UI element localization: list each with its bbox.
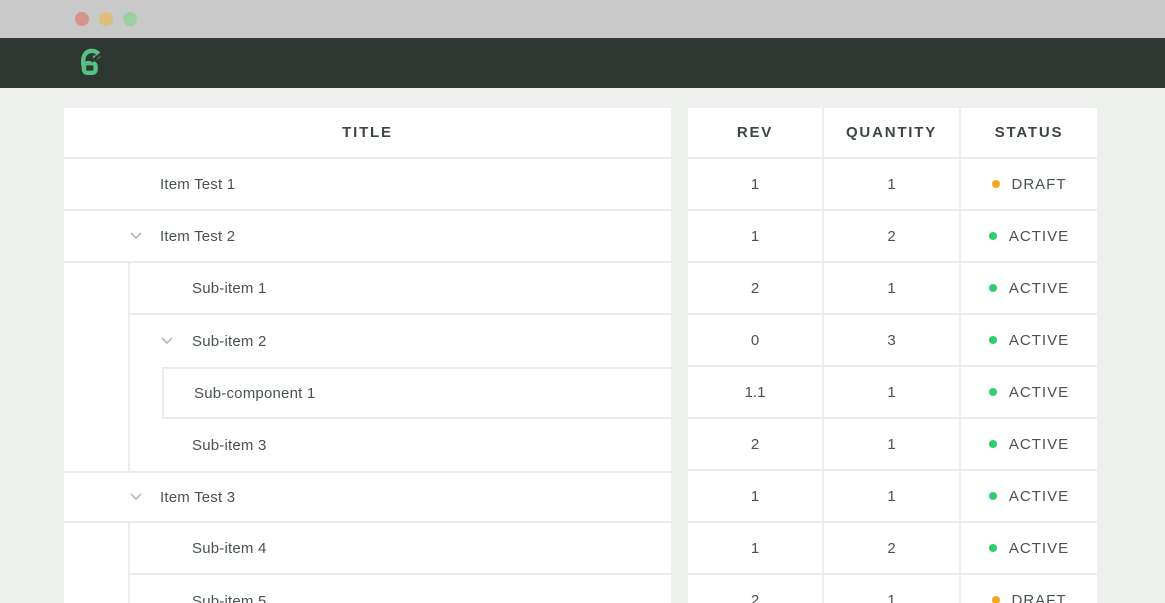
- quantity-value: 2: [824, 523, 961, 573]
- chevron-down-icon[interactable]: [161, 337, 173, 345]
- window-close-button[interactable]: [75, 12, 89, 26]
- tree-row-sub-item-1[interactable]: Sub-item 1: [130, 263, 671, 315]
- tree-row-sub-item-2[interactable]: Sub-item 2: [130, 315, 671, 367]
- status-label: ACTIVE: [1008, 279, 1070, 297]
- quantity-value: 1: [824, 471, 961, 521]
- row-title: Sub-item 5: [192, 592, 267, 603]
- quantity-value: 1: [824, 263, 961, 313]
- detail-row-sub-item-1[interactable]: 2 1 ACTIVE: [688, 263, 1097, 315]
- status-label: ACTIVE: [1008, 227, 1070, 245]
- quantity-value: 1: [824, 367, 961, 417]
- row-title: Sub-item 2: [192, 332, 267, 350]
- quantity-value: 1: [824, 159, 961, 209]
- detail-row-item-test-1[interactable]: 1 1 DRAFT: [688, 159, 1097, 211]
- quantity-value: 1: [824, 575, 961, 603]
- tree-row-item-test-1[interactable]: Item Test 1: [64, 159, 671, 211]
- row-title: Item Test 1: [160, 175, 236, 193]
- detail-row-item-test-3[interactable]: 1 1 ACTIVE: [688, 471, 1097, 523]
- status-label: DRAFT: [1011, 591, 1067, 603]
- row-title: Item Test 2: [160, 227, 236, 245]
- quantity-value: 3: [824, 315, 961, 365]
- app-header-bar: [0, 38, 1165, 88]
- window-minimize-button[interactable]: [99, 12, 113, 26]
- children-of-item-test-3: Sub-item 4 Sub-item 5: [128, 523, 671, 603]
- tree-row-sub-item-3[interactable]: Sub-item 3: [130, 419, 671, 471]
- quantity-value: 1: [824, 419, 961, 469]
- app-logo[interactable]: [78, 48, 102, 78]
- column-header-rev: REV: [688, 108, 824, 157]
- rev-value: 2: [688, 575, 824, 603]
- status-dot: [991, 180, 1000, 188]
- row-title: Sub-item 1: [192, 279, 267, 297]
- status-label: ACTIVE: [1008, 539, 1070, 557]
- status-dot: [988, 232, 997, 240]
- rev-value: 1: [688, 523, 824, 573]
- status-label: ACTIVE: [1008, 487, 1070, 505]
- status-dot: [988, 492, 997, 500]
- tree-row-sub-item-4[interactable]: Sub-item 4: [130, 523, 671, 575]
- rev-value: 1: [688, 211, 824, 261]
- status-dot: [988, 284, 997, 292]
- status-dot: [988, 440, 997, 448]
- rev-value: 0: [688, 315, 824, 365]
- tree-row-sub-item-5[interactable]: Sub-item 5: [130, 575, 671, 603]
- detail-row-item-test-2[interactable]: 1 2 ACTIVE: [688, 211, 1097, 263]
- column-header-quantity: QUANTITY: [824, 108, 961, 157]
- column-header-status: STATUS: [994, 124, 1064, 141]
- status-dot: [988, 336, 997, 344]
- status-label: ACTIVE: [1008, 435, 1070, 453]
- detail-row-sub-item-4[interactable]: 1 2 ACTIVE: [688, 523, 1097, 575]
- tree-row-sub-component-1[interactable]: Sub-component 1: [164, 369, 671, 417]
- rev-value: 1: [688, 471, 824, 521]
- status-dot: [988, 544, 997, 552]
- status-label: ACTIVE: [1008, 331, 1070, 349]
- window-zoom-button[interactable]: [123, 12, 137, 26]
- status-label: ACTIVE: [1008, 383, 1070, 401]
- children-of-sub-item-2: Sub-component 1: [162, 367, 671, 419]
- rev-value: 1.1: [688, 367, 824, 417]
- row-title: Item Test 3: [160, 488, 236, 506]
- rev-value: 2: [688, 263, 824, 313]
- page-content: TITLE Item Test 1 Item Test 2 Sub-item 1…: [0, 88, 1165, 603]
- row-title: Sub-item 4: [192, 539, 267, 557]
- tree-row-item-test-3[interactable]: Item Test 3: [64, 471, 671, 523]
- detail-row-sub-item-2[interactable]: 0 3 ACTIVE: [688, 315, 1097, 367]
- detail-row-sub-item-3[interactable]: 2 1 ACTIVE: [688, 419, 1097, 471]
- row-title: Sub-item 3: [192, 436, 267, 454]
- column-header-title: TITLE: [64, 108, 671, 159]
- chevron-down-icon[interactable]: [130, 232, 142, 240]
- bom-title-table: TITLE Item Test 1 Item Test 2 Sub-item 1…: [64, 108, 671, 603]
- quantity-value: 2: [824, 211, 961, 261]
- children-of-item-test-2: Sub-item 1 Sub-item 2 Sub-component 1 Su…: [128, 263, 671, 471]
- chevron-down-icon[interactable]: [130, 493, 142, 501]
- row-title: Sub-component 1: [194, 384, 316, 402]
- rev-value: 1: [688, 159, 824, 209]
- detail-row-sub-component-1[interactable]: 1.1 1 ACTIVE: [688, 367, 1097, 419]
- browser-chrome-bar: [0, 0, 1165, 38]
- status-label: DRAFT: [1011, 175, 1067, 193]
- status-dot: [991, 596, 1000, 603]
- tree-row-item-test-2[interactable]: Item Test 2: [64, 211, 671, 263]
- bom-detail-table: REV QUANTITY STATUS 1 1 DRAFT 1 2 ACTIVE…: [688, 108, 1097, 603]
- detail-row-sub-item-5[interactable]: 2 1 DRAFT: [688, 575, 1097, 603]
- rev-value: 2: [688, 419, 824, 469]
- g-logo-icon: [80, 48, 102, 76]
- status-dot: [988, 388, 997, 396]
